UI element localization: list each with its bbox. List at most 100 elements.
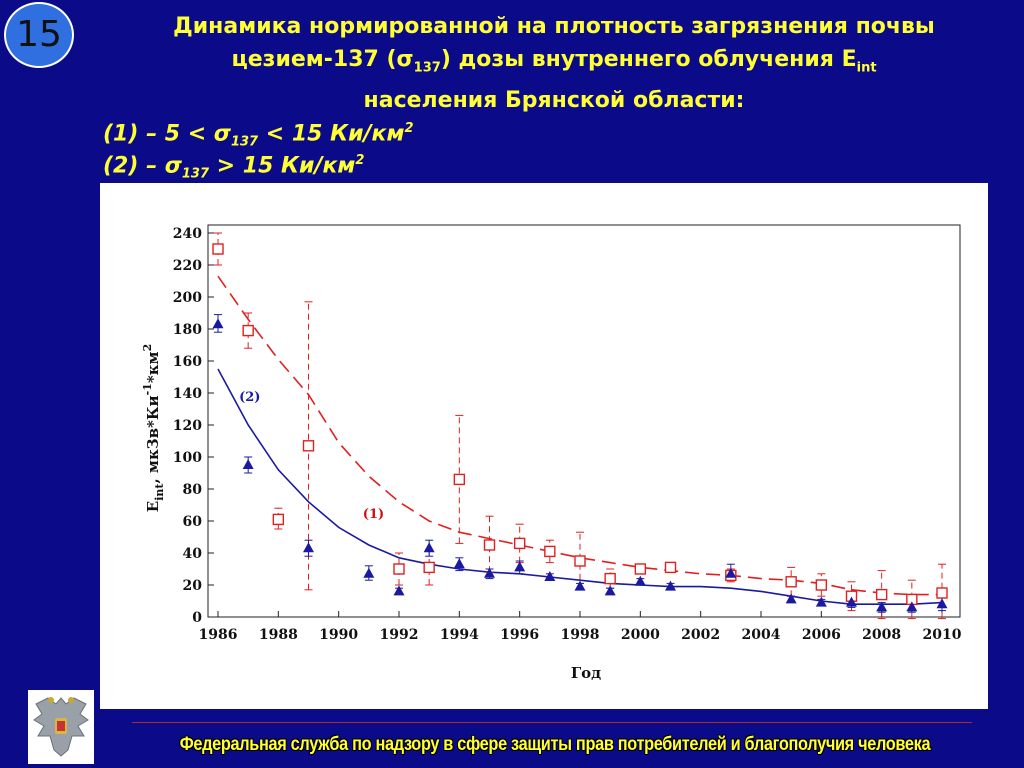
- x-tick-label: 2008: [862, 627, 901, 643]
- data-point-series-1: [483, 539, 496, 551]
- title-text: цезием-137 (σ: [231, 47, 414, 72]
- data-point-series-1: [242, 324, 254, 337]
- data-point-series-2: [815, 596, 827, 607]
- data-point-series-2: [544, 571, 556, 581]
- data-point-series-1: [815, 579, 828, 591]
- data-point-series-1: [634, 563, 647, 575]
- legend-subscript: 137: [181, 166, 210, 182]
- title-line-3: населения Брянской области:: [363, 88, 745, 114]
- data-point-series-2: [484, 567, 495, 578]
- x-tick-label: 1996: [500, 627, 539, 643]
- data-point-series-2: [785, 593, 797, 604]
- emblem: [28, 690, 94, 764]
- data-point-series-1: [875, 588, 888, 601]
- data-point-series-1: [272, 513, 285, 526]
- data-point-series-1: [513, 537, 526, 550]
- x-tick-label: 2006: [802, 627, 841, 643]
- data-point-series-2: [303, 542, 314, 553]
- x-tick-label: 1992: [380, 627, 419, 643]
- y-axis-title-part: *км: [144, 351, 162, 383]
- data-point-series-1: [544, 545, 556, 558]
- x-tick-label: 1986: [199, 627, 238, 643]
- plot-frame: [207, 224, 961, 618]
- chart-panel: 0 20 40 60 80 100 120 140 160 180 200 220 240 1986 198…: [100, 183, 988, 709]
- data-point-series-2: [665, 580, 676, 591]
- legend-text: < 15 Ки/км: [258, 121, 405, 147]
- y-tick-label: 0: [192, 610, 202, 626]
- data-point-series-2: [453, 558, 465, 569]
- y-axis-title-part: int: [153, 483, 166, 501]
- legend-text: > 15 Ки/км: [209, 153, 356, 179]
- curve-label: (1): [363, 507, 384, 522]
- x-tick-label: 2002: [681, 627, 720, 643]
- y-axis-title-part: 2: [141, 344, 154, 352]
- data-point-series-1: [664, 561, 677, 574]
- data-point-series-2: [604, 585, 616, 596]
- slide-number-badge: 15: [4, 2, 74, 68]
- x-tick-label: 1994: [440, 627, 479, 643]
- x-axis-title: Год: [571, 664, 601, 682]
- y-tick-label: 40: [183, 546, 203, 562]
- data-point-series-2: [725, 567, 737, 578]
- data-point-series-1: [393, 563, 405, 575]
- data-point-series-2: [514, 561, 526, 572]
- y-tick-label: 80: [183, 482, 203, 498]
- y-tick-label: 200: [173, 290, 202, 306]
- x-tick-label: 2010: [923, 627, 962, 643]
- footer-divider: [132, 722, 972, 723]
- y-tick-label: 240: [173, 226, 202, 242]
- data-point-series-1: [212, 243, 224, 255]
- data-point-series-2: [393, 585, 405, 596]
- legend-line-1: (1) – 5 < σ137 < 15 Ки/км2: [103, 114, 414, 158]
- title-subscript: int: [856, 60, 877, 76]
- dose-chart: 0 20 40 60 80 100 120 140 160 180 200 220 240 1986 198…: [141, 224, 962, 682]
- data-point-series-1: [453, 473, 466, 486]
- y-axis-title-part: E: [144, 501, 162, 512]
- x-tick-label: 1998: [561, 627, 600, 643]
- title-subscript: 137: [413, 60, 441, 76]
- legend-line-2: (2) – σ137 > 15 Ки/км2: [103, 146, 364, 190]
- y-tick-label: 100: [173, 450, 202, 466]
- data-point-series-2: [906, 601, 918, 612]
- data-point-series-1: [574, 555, 586, 567]
- y-tick-label: 180: [173, 322, 202, 338]
- data-point-series-2: [574, 580, 586, 591]
- y-tick-label: 160: [173, 354, 202, 370]
- legend-superscript: 2: [404, 121, 414, 136]
- title-line-1: Динамика нормированной на плотность загр…: [173, 14, 935, 39]
- data-point-series-2: [634, 575, 646, 586]
- data-point-series-2: [936, 598, 948, 609]
- data-point-series-2: [363, 567, 375, 578]
- footer-agency-name: Федеральная служба по надзору в сфере за…: [179, 734, 931, 755]
- data-point-series-2: [242, 459, 254, 469]
- y-tick-label: 140: [173, 386, 202, 402]
- title-line-2: цезием-137 (σ137) дозы внутреннего облуч…: [96, 43, 1012, 84]
- x-tick-label: 1990: [319, 627, 358, 643]
- data-point-series-1: [785, 576, 797, 588]
- legend-text: (1) – 5 < σ: [103, 121, 231, 147]
- data-point-series-1: [936, 587, 948, 599]
- legend-subscript: 137: [230, 134, 259, 150]
- title-text: ) дозы внутреннего облучения E: [440, 47, 857, 72]
- data-point-series-2: [423, 542, 435, 553]
- legend-text: (2) – σ: [103, 153, 182, 179]
- y-tick-label: 220: [173, 258, 202, 274]
- data-point-series-2: [846, 596, 857, 607]
- data-point-series-2: [212, 318, 224, 329]
- y-tick-label: 20: [183, 578, 203, 594]
- y-axis-title-part: , мкЗв*Ки: [144, 395, 162, 483]
- slide-title: Динамика нормированной на плотность загр…: [96, 10, 1012, 117]
- legend-superscript: 2: [355, 153, 365, 168]
- x-tick-label: 2004: [742, 627, 781, 643]
- y-tick-label: 60: [183, 514, 203, 530]
- data-point-series-1: [604, 572, 616, 585]
- data-point-series-1: [423, 561, 435, 574]
- curve-label: (2): [239, 390, 260, 405]
- y-axis-title-part: -1: [141, 383, 154, 395]
- double-headed-eagle-emblem-icon: [33, 697, 89, 757]
- x-tick-label: 2000: [621, 627, 660, 643]
- x-tick-label: 1988: [259, 627, 298, 643]
- data-point-series-1: [302, 440, 315, 452]
- y-axis-title: Eint, мкЗв*Ки-1*км2: [141, 344, 166, 512]
- y-tick-label: 120: [173, 418, 202, 434]
